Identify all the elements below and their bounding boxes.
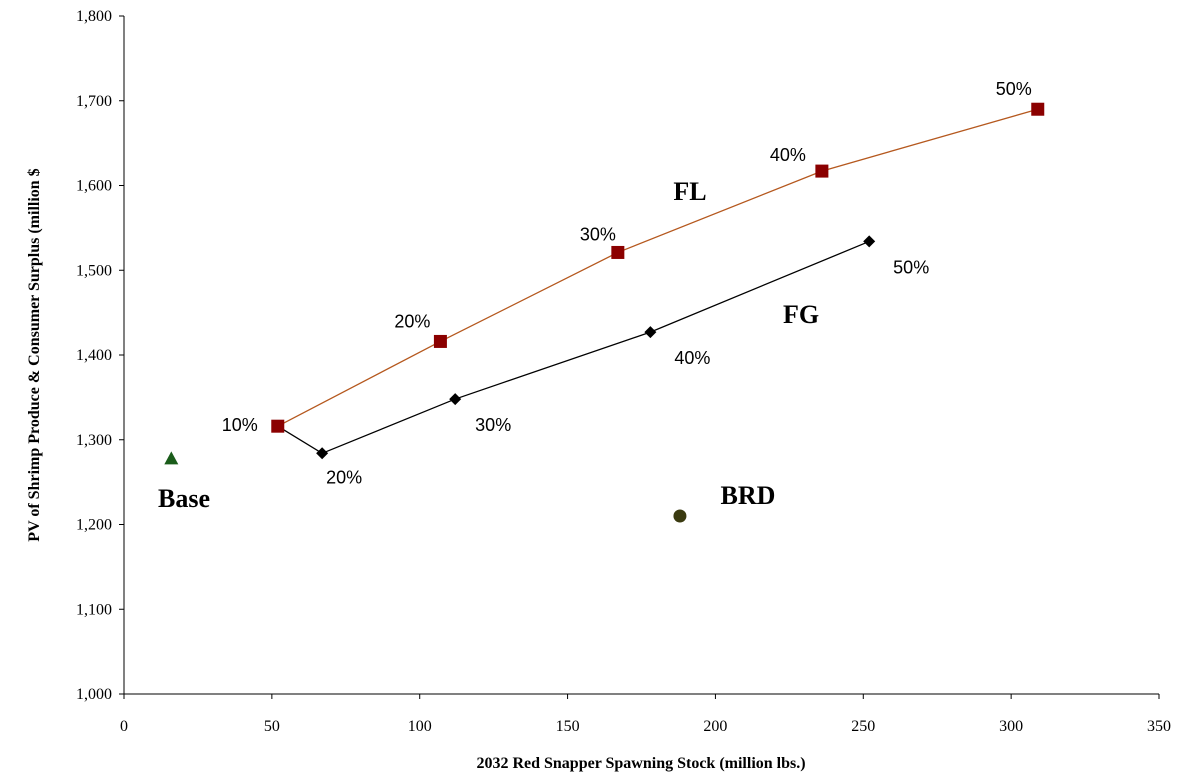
- data-point-0-1: [433, 334, 447, 348]
- series-label-brd: BRD: [721, 481, 776, 510]
- series-label-fl: FL: [673, 177, 706, 206]
- x-ticks: 0 50 100 150 200 250 300 350: [120, 694, 1171, 735]
- x-tick-label: 50: [264, 718, 280, 735]
- x-tick-label: 100: [408, 718, 432, 735]
- y-tick-label: 1,500: [76, 262, 112, 279]
- series-brd: BRD: [673, 481, 775, 523]
- point-label: 50%: [996, 79, 1032, 99]
- point-label: 30%: [475, 415, 511, 435]
- series-fl: 10% 20% 30% 40% 50% FL: [222, 79, 1045, 435]
- data-point-3-0: [673, 509, 687, 523]
- data-point-1-1: [316, 447, 329, 460]
- x-axis: 0 50 100 150 200 250 300 350: [120, 693, 1171, 735]
- series-label-base: Base: [158, 484, 210, 513]
- x-tick-label: 300: [999, 718, 1023, 735]
- data-point-1-2: [449, 393, 462, 406]
- y-tick-label: 1,400: [76, 347, 112, 364]
- data-point-2-0: [164, 451, 179, 465]
- y-tick-label: 1,000: [76, 686, 112, 703]
- data-point-0-0: [271, 419, 285, 433]
- y-tick-label: 1,100: [76, 601, 112, 618]
- data-point-0-2: [611, 245, 625, 259]
- point-label: 30%: [580, 224, 616, 244]
- series-label-fg: FG: [783, 300, 819, 329]
- y-tick-label: 1,600: [76, 178, 112, 195]
- data-point-1-4: [863, 235, 876, 248]
- y-axis: 1,000 1,100 1,200 1,300 1,400 1,500 1,600 1,700…: [76, 8, 125, 703]
- x-axis-title: 2032 Red Snapper Spawning Stock (million…: [476, 755, 805, 772]
- x-tick-label: 200: [703, 718, 727, 735]
- point-label: 10%: [222, 415, 258, 435]
- y-ticks: 1,000 1,100 1,200 1,300 1,400 1,500 1,600 1,700…: [76, 8, 124, 703]
- point-label: 40%: [770, 145, 806, 165]
- x-tick-label: 250: [851, 718, 875, 735]
- series-line-fg: [277, 240, 870, 455]
- data-point-0-3: [815, 164, 829, 178]
- x-tick-label: 0: [120, 718, 128, 735]
- series-base: Base: [158, 451, 210, 513]
- point-label: 20%: [326, 467, 362, 487]
- data-point-1-3: [644, 326, 657, 339]
- point-label: 20%: [394, 311, 430, 331]
- plot-area: 20% 30% 40% 50% FG 10% 20% 30% 40% 50% FL Base BRD: [158, 79, 1045, 523]
- x-tick-label: 150: [556, 718, 580, 735]
- y-axis-title: PV of Shrimp Produce & Consumer Surplus …: [26, 168, 43, 541]
- y-tick-label: 1,700: [76, 93, 112, 110]
- point-label: 50%: [893, 257, 929, 277]
- y-tick-label: 1,300: [76, 432, 112, 449]
- y-tick-label: 1,800: [76, 8, 112, 25]
- x-tick-label: 350: [1147, 718, 1171, 735]
- point-label: 40%: [674, 348, 710, 368]
- series-fg: 20% 30% 40% 50% FG: [271, 235, 929, 487]
- y-tick-label: 1,200: [76, 517, 112, 534]
- data-point-0-4: [1031, 102, 1045, 116]
